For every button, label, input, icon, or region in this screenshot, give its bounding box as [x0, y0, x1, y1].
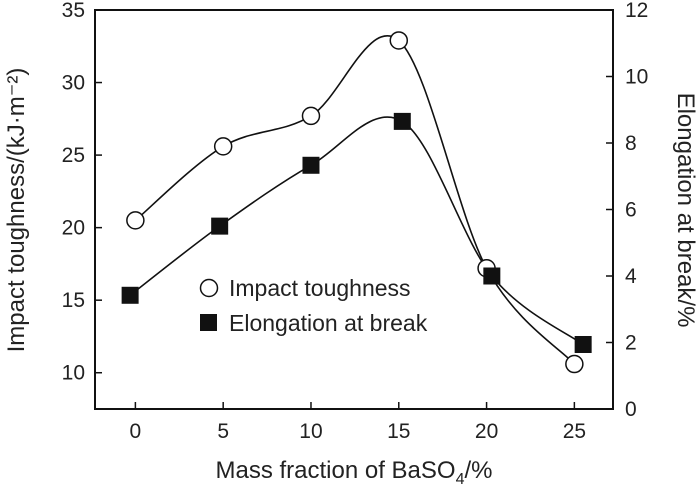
legend: Impact toughness Elongation at break [199, 275, 428, 336]
x-axis-tick-label: 5 [217, 420, 229, 443]
legend-label-elongation: Elongation at break [229, 310, 428, 336]
elongation-point [121, 286, 139, 304]
plot-frame [94, 9, 614, 410]
right-axis-tick-label: 6 [625, 199, 637, 222]
left-axis-ticks: 10 15 20 25 30 35 [62, 0, 102, 385]
x-axis-title-subscript: 4 [456, 471, 465, 488]
series-markers [121, 31, 592, 374]
left-axis-tick-label: 15 [62, 289, 85, 312]
impact-toughness-point [213, 137, 233, 156]
right-axis-title: Elongation at break/% [672, 93, 699, 328]
x-axis-tick-label: 15 [387, 420, 410, 443]
x-axis-title-suffix: /% [464, 457, 492, 484]
left-axis-tick-label: 30 [62, 72, 85, 95]
right-axis-tick-label: 4 [625, 265, 637, 288]
left-axis-tick-label: 10 [62, 362, 85, 385]
x-axis-tick-label: 0 [130, 420, 142, 443]
right-axis-tick-label: 10 [625, 66, 648, 89]
legend-marker-impact-toughness [199, 278, 219, 298]
impact-toughness-point [126, 211, 145, 230]
right-axis-tick-label: 2 [625, 332, 637, 355]
left-axis-tick-label: 35 [62, 0, 85, 22]
left-axis-tick-label: 25 [62, 144, 85, 167]
legend-label-impact-toughness: Impact toughness [229, 275, 411, 301]
legend-marker-elongation [200, 314, 217, 331]
right-axis-ticks: 0 2 4 6 8 10 12 [606, 0, 648, 421]
impact-toughness-point [301, 106, 321, 126]
x-axis-tick-label: 10 [299, 420, 322, 443]
impact-toughness-point [389, 31, 409, 50]
right-axis-tick-label: 0 [625, 398, 637, 421]
elongation-point [302, 156, 320, 174]
elongation-point [483, 267, 501, 285]
x-axis-tick-label: 25 [563, 420, 586, 443]
left-axis-title: Impact toughness/(kJ·m⁻²) [3, 68, 30, 353]
bottom-axis-ticks: 0 5 10 15 20 25 [130, 402, 586, 443]
left-axis-tick-label: 20 [62, 217, 85, 240]
impact-toughness-point [565, 354, 584, 374]
x-axis-title: Mass fraction of BaSO4/% [215, 457, 492, 488]
x-axis-tick-label: 20 [475, 420, 498, 443]
elongation-point [574, 335, 592, 353]
right-axis-tick-label: 8 [625, 132, 637, 155]
elongation-point [393, 112, 411, 130]
right-axis-tick-label: 12 [625, 0, 648, 22]
x-axis-title-main: Mass fraction of BaSO [215, 457, 455, 484]
elongation-point [211, 217, 229, 235]
